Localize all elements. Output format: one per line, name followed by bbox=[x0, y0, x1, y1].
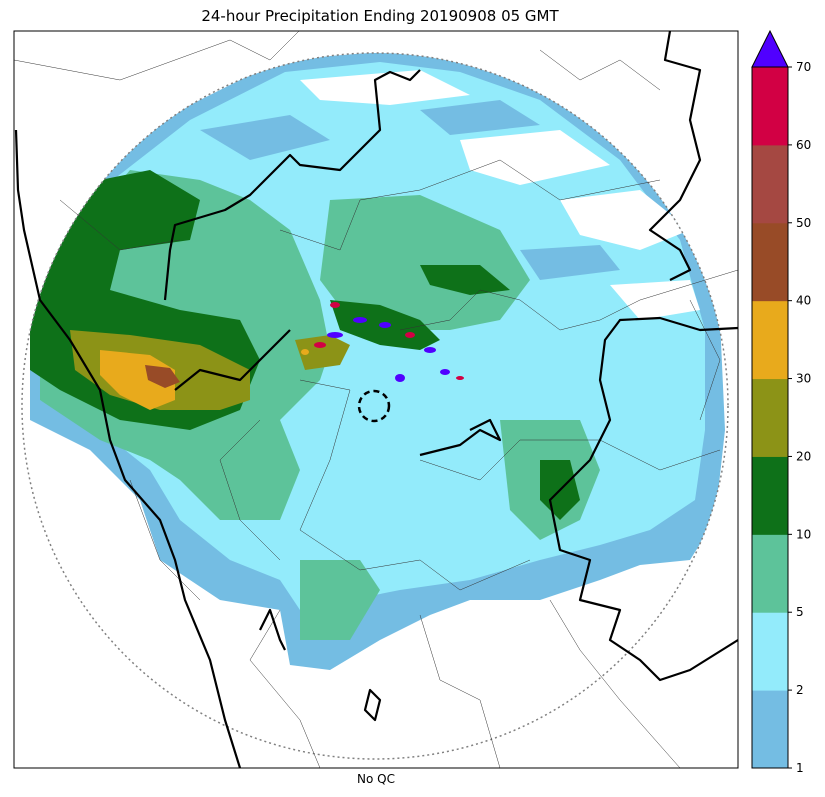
radar-range-ring bbox=[21, 52, 729, 760]
colorbar-tick-label: 50 bbox=[796, 216, 811, 230]
colorbar-tick-label: 70 bbox=[796, 60, 811, 74]
radar-center-marker bbox=[357, 389, 391, 423]
colorbar-bin bbox=[752, 300, 788, 380]
colorbar-extend-max bbox=[751, 29, 789, 68]
colorbar-tick-label: 1 bbox=[796, 761, 804, 775]
colorbar-tick-label: 5 bbox=[796, 605, 804, 619]
colorbar-bin bbox=[752, 378, 788, 457]
colorbar-bin bbox=[752, 456, 788, 535]
colorbar-outline bbox=[751, 66, 789, 769]
colorbar-tick-label: 40 bbox=[796, 294, 811, 308]
colorbar-bin bbox=[752, 222, 788, 302]
x-axis-label: No QC bbox=[357, 772, 395, 786]
colorbar-tick-label: 30 bbox=[796, 372, 811, 386]
colorbar-bin bbox=[752, 144, 788, 224]
map-title: 24-hour Precipitation Ending 20190908 05… bbox=[201, 7, 559, 25]
district-borders bbox=[14, 31, 738, 768]
colorbar-bin bbox=[752, 67, 788, 146]
precipitation-map bbox=[13, 30, 739, 769]
precipitation-field bbox=[30, 53, 725, 670]
colorbar-tick-label: 10 bbox=[796, 527, 811, 541]
colorbar-bin bbox=[752, 690, 788, 769]
colorbar-tick-label: 60 bbox=[796, 138, 811, 152]
state-borders bbox=[14, 31, 738, 768]
colorbar-bin bbox=[752, 612, 788, 691]
colorbar-tick-label: 2 bbox=[796, 683, 804, 697]
colorbar-tick-label: 20 bbox=[796, 449, 811, 463]
colorbar-bin bbox=[752, 534, 788, 613]
